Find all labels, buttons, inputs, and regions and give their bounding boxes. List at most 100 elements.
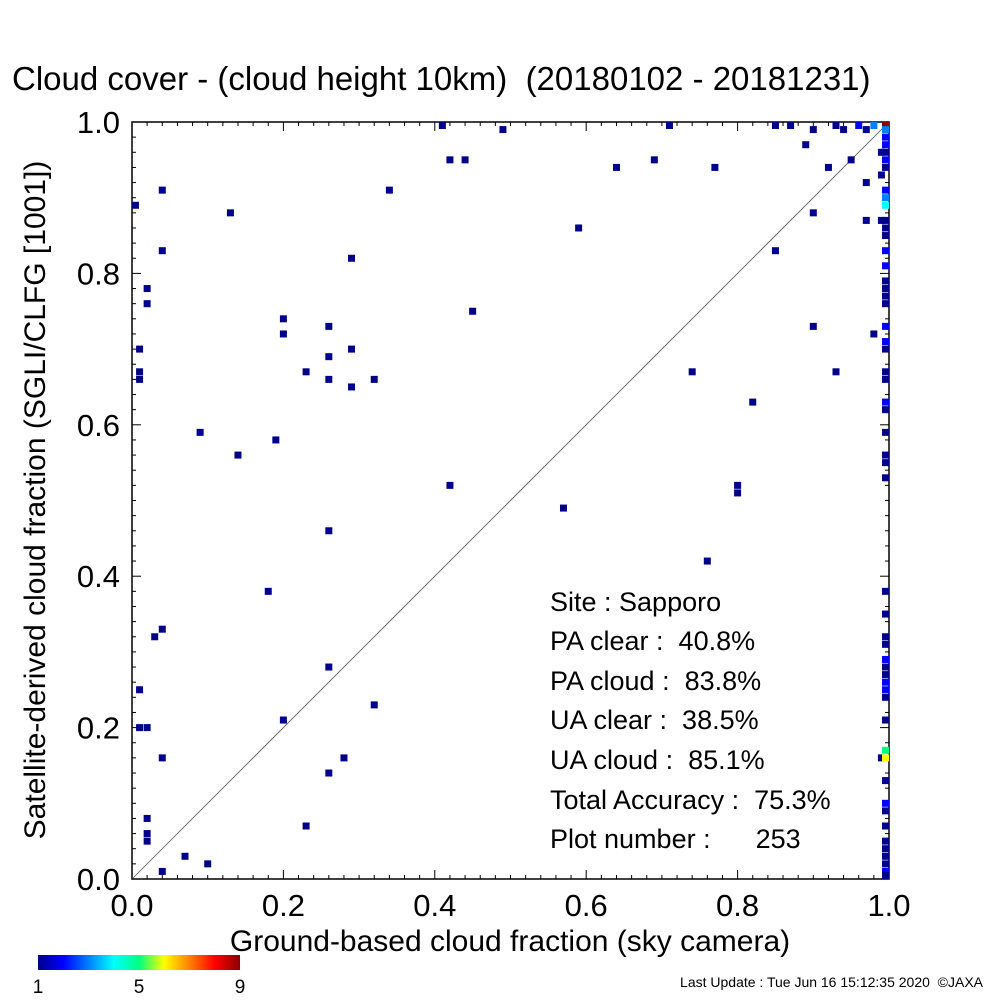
data-cell — [882, 232, 889, 240]
data-cell — [136, 686, 144, 694]
y-tick-labels: 0.0 0.2 0.4 0.6 0.8 1.0 — [77, 105, 120, 897]
data-cell — [882, 610, 889, 618]
one-to-one-line — [131, 121, 890, 880]
data-cell — [882, 224, 889, 232]
data-cell — [882, 194, 889, 202]
data-cell — [877, 171, 885, 179]
data-cell — [787, 122, 795, 129]
y-tick-label: 0.0 — [77, 862, 120, 897]
data-cell — [348, 254, 356, 262]
data-cell — [559, 504, 567, 512]
data-cell — [809, 126, 817, 134]
data-cell — [143, 724, 151, 732]
data-cell — [877, 148, 885, 156]
data-cell — [325, 375, 333, 383]
data-cell — [824, 163, 832, 171]
data-cell — [882, 746, 889, 754]
data-cell — [802, 141, 810, 149]
data-cell — [882, 285, 889, 293]
data-cell — [882, 201, 889, 209]
data-cell — [234, 451, 242, 459]
data-cell — [136, 368, 144, 376]
data-cell — [840, 126, 848, 134]
data-cell — [158, 867, 166, 875]
data-cell — [279, 330, 287, 338]
data-cell — [882, 247, 889, 255]
data-cell — [882, 262, 889, 270]
data-cell — [882, 845, 889, 853]
data-cell — [385, 186, 393, 194]
data-cell — [882, 663, 889, 671]
data-cell — [688, 368, 696, 376]
data-cell — [370, 701, 378, 709]
data-cell — [158, 625, 166, 633]
data-cell — [870, 122, 878, 129]
data-cell — [136, 345, 144, 353]
data-cell — [461, 156, 469, 164]
data-cell — [882, 671, 889, 679]
data-cell — [882, 822, 889, 830]
y-axis-label: Satellite-derived cloud fraction (SGLI/C… — [19, 161, 52, 840]
colorbar-tick-label: 5 — [134, 977, 145, 998]
data-cell — [882, 322, 889, 330]
data-cell — [325, 769, 333, 777]
data-cell — [882, 406, 889, 414]
data-cell — [279, 315, 287, 323]
y-tick-label: 0.8 — [77, 256, 120, 291]
data-cell — [325, 663, 333, 671]
data-cell — [272, 436, 280, 444]
data-cell — [882, 459, 889, 467]
data-cell — [882, 216, 889, 224]
data-cell — [882, 428, 889, 436]
data-cell — [446, 481, 454, 489]
data-cell — [882, 655, 889, 663]
data-cell — [143, 300, 151, 308]
data-cell — [204, 860, 212, 868]
data-cell — [855, 122, 863, 129]
x-tick-label: 0.2 — [262, 888, 305, 923]
data-cell — [143, 285, 151, 293]
data-cell — [370, 375, 378, 383]
y-tick-label: 1.0 — [77, 105, 120, 140]
colorbar-labels: 1 5 9 — [33, 977, 246, 998]
x-axis-label: Ground-based cloud fraction (sky camera) — [230, 925, 790, 958]
data-cell — [882, 807, 889, 815]
data-cell — [734, 489, 742, 497]
data-cell — [575, 224, 583, 232]
x-tick-label: 0.4 — [413, 888, 456, 923]
data-cell — [136, 724, 144, 732]
last-update-footer: Last Update : Tue Jun 16 15:12:35 2020 ©… — [680, 974, 984, 990]
data-cell — [882, 474, 889, 482]
data-cell — [862, 216, 870, 224]
data-cell — [882, 141, 889, 149]
data-cell — [143, 814, 151, 822]
data-cell — [882, 640, 889, 648]
stats-pa-cloud: PA cloud : 83.8% — [550, 666, 761, 696]
data-cell — [665, 122, 673, 129]
data-cell — [882, 451, 889, 459]
stats-ua-cloud: UA cloud : 85.1% — [550, 745, 765, 775]
data-cell — [771, 122, 779, 129]
data-cell — [882, 837, 889, 845]
data-cell — [882, 186, 889, 194]
data-cell — [348, 345, 356, 353]
data-cell — [877, 754, 885, 762]
data-cell — [882, 633, 889, 641]
data-cell — [151, 633, 159, 641]
data-cell — [158, 247, 166, 255]
data-cell — [882, 156, 889, 164]
colorbar-tick-label: 9 — [235, 977, 246, 998]
data-cell — [882, 867, 889, 875]
data-cell — [158, 186, 166, 194]
stats-panel: Site : Sapporo PA clear : 40.8% PA cloud… — [550, 587, 831, 854]
stats-ua-clear: UA clear : 38.5% — [550, 705, 759, 735]
data-cell — [181, 852, 189, 860]
stats-pa-clear: PA clear : 40.8% — [550, 626, 755, 656]
data-cell — [734, 481, 742, 489]
data-cell — [196, 428, 204, 436]
stats-plot-number: Plot number : 253 — [550, 824, 801, 854]
data-cell — [348, 383, 356, 391]
stats-total-accuracy: Total Accuracy : 75.3% — [550, 785, 831, 815]
data-cell — [302, 822, 310, 830]
data-cell — [882, 133, 889, 141]
